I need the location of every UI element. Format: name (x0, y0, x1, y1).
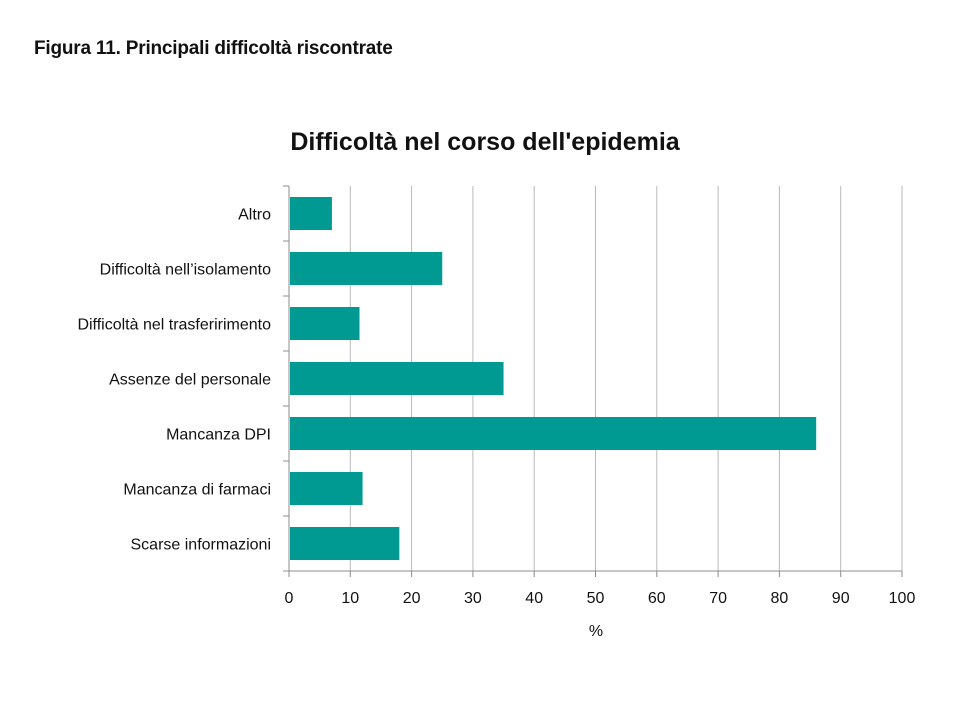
category-label: Assenze del personale (109, 372, 271, 389)
chart-title: Difficoltà nel corso dell'epidemia (290, 128, 680, 156)
x-tick-label: 10 (341, 590, 359, 607)
bar (290, 472, 363, 505)
x-tick-label: 50 (587, 590, 605, 607)
category-labels: Altro Difficoltà nell’isolamento Difficolt… (77, 207, 271, 554)
category-label: Altro (238, 207, 271, 224)
x-tick-label: 20 (403, 590, 421, 607)
x-axis-label: % (589, 623, 603, 640)
x-tick-label: 80 (771, 590, 789, 607)
axes (283, 185, 903, 577)
bar (290, 197, 332, 230)
category-label: Difficoltà nell’isolamento (100, 262, 271, 279)
x-tick-label: 90 (832, 590, 850, 607)
bar (290, 417, 817, 450)
x-tick-label: 100 (889, 590, 916, 607)
x-tick-label: 30 (464, 590, 482, 607)
x-tick-label: 0 (285, 590, 294, 607)
bar (290, 527, 400, 560)
category-label: Scarse informazioni (131, 537, 272, 554)
category-label: Mancanza DPI (166, 427, 271, 444)
x-tick-labels: 0 10 20 30 40 50 60 70 80 90 100 (285, 590, 916, 607)
figure-caption: Figura 11. Principali difficoltà riscont… (34, 38, 393, 59)
category-label: Difficoltà nel trasferirimento (77, 317, 271, 334)
x-tick-label: 40 (525, 590, 543, 607)
category-label: Mancanza di farmaci (123, 482, 271, 499)
bar (290, 252, 443, 285)
x-tick-label: 70 (709, 590, 727, 607)
x-tick-label: 60 (648, 590, 666, 607)
bar (290, 307, 360, 340)
bar (290, 362, 504, 395)
bars (290, 197, 817, 560)
